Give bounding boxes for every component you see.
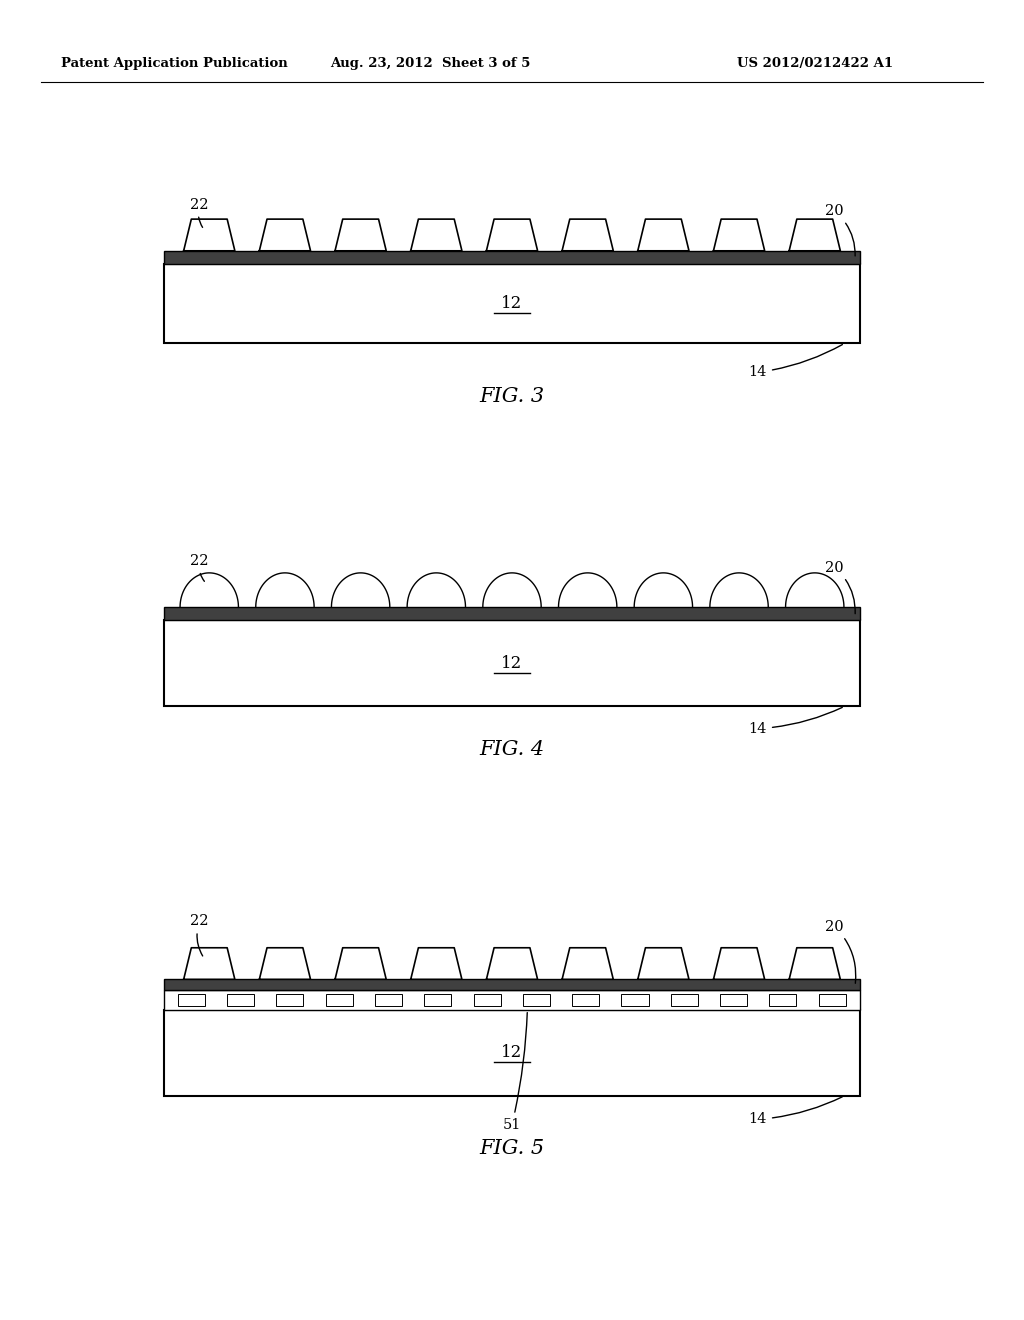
Bar	[523, 994, 550, 1006]
Bar	[276, 994, 303, 1006]
Text: 51: 51	[503, 1012, 527, 1131]
Bar	[473, 994, 501, 1006]
Bar	[671, 994, 697, 1006]
Text: Patent Application Publication: Patent Application Publication	[61, 57, 288, 70]
Bar	[227, 994, 254, 1006]
Bar	[164, 251, 860, 264]
Text: FIG. 5: FIG. 5	[479, 1139, 545, 1158]
Text: FIG. 4: FIG. 4	[479, 741, 545, 759]
Bar	[769, 994, 797, 1006]
Bar	[375, 994, 402, 1006]
Bar	[326, 994, 352, 1006]
Text: 12: 12	[502, 1044, 522, 1061]
Text: 22: 22	[190, 554, 209, 581]
Bar	[164, 979, 860, 990]
Bar	[164, 620, 860, 706]
Bar	[164, 990, 860, 1010]
Text: FIG. 3: FIG. 3	[479, 387, 545, 405]
Text: Aug. 23, 2012  Sheet 3 of 5: Aug. 23, 2012 Sheet 3 of 5	[330, 57, 530, 70]
Bar	[178, 994, 205, 1006]
Text: 12: 12	[502, 655, 522, 672]
Text: US 2012/0212422 A1: US 2012/0212422 A1	[737, 57, 893, 70]
Text: 20: 20	[825, 561, 855, 614]
Bar	[164, 607, 860, 620]
Bar	[818, 994, 846, 1006]
Text: 20: 20	[825, 920, 856, 983]
Bar	[572, 994, 599, 1006]
Bar	[720, 994, 748, 1006]
Text: 14: 14	[749, 708, 843, 735]
Bar	[164, 1010, 860, 1096]
Text: 22: 22	[190, 198, 209, 227]
Text: 20: 20	[825, 205, 855, 256]
Bar	[164, 264, 860, 343]
Text: 14: 14	[749, 345, 843, 379]
Bar	[424, 994, 452, 1006]
Text: 14: 14	[749, 1097, 843, 1126]
Text: 22: 22	[190, 915, 209, 956]
Bar	[622, 994, 648, 1006]
Text: 12: 12	[502, 296, 522, 312]
